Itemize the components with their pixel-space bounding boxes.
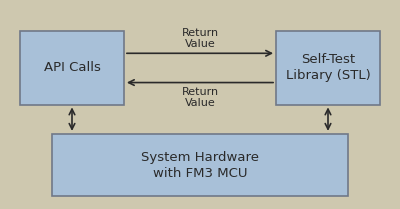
FancyBboxPatch shape xyxy=(276,31,380,104)
Text: API Calls: API Calls xyxy=(44,61,100,74)
Text: Return
Value: Return Value xyxy=(182,87,218,108)
FancyBboxPatch shape xyxy=(52,134,348,196)
FancyBboxPatch shape xyxy=(20,31,124,104)
Text: System Hardware
with FM3 MCU: System Hardware with FM3 MCU xyxy=(141,151,259,180)
Text: Return
Value: Return Value xyxy=(182,28,218,49)
Text: Self-Test
Library (STL): Self-Test Library (STL) xyxy=(286,54,370,82)
